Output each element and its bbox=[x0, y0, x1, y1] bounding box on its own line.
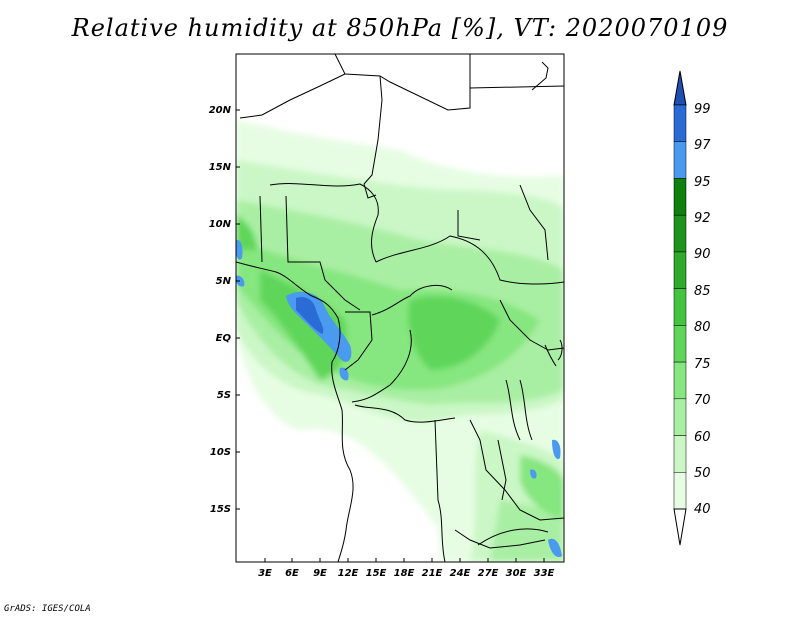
colorbar-label: 75 bbox=[694, 357, 711, 372]
map-frame bbox=[235, 53, 565, 563]
colorbar-segment bbox=[673, 251, 687, 289]
colorbar-segment bbox=[673, 214, 687, 253]
colorbar-segment bbox=[673, 361, 687, 400]
lat-tick-label: EQ bbox=[216, 333, 232, 344]
lon-tick-label: 18E bbox=[394, 568, 415, 579]
colorbar-upper-triangle bbox=[673, 70, 687, 106]
colorbar-lower-triangle bbox=[673, 508, 687, 546]
colorbar-segment bbox=[673, 178, 687, 216]
footer-credit: GrADS: IGES/COLA bbox=[4, 604, 91, 614]
lat-tick-label: 5S bbox=[217, 390, 231, 401]
colorbar: 99 97 95 92 90 85 80 75 70 60 50 40 bbox=[673, 70, 711, 546]
humidity-field bbox=[236, 54, 564, 562]
colorbar-label: 85 bbox=[694, 284, 711, 299]
lon-tick-label: 30E bbox=[506, 568, 527, 579]
colorbar-segment bbox=[673, 398, 687, 436]
lon-tick-label: 24E bbox=[450, 568, 471, 579]
colorbar-label: 80 bbox=[694, 320, 711, 335]
colorbar-label: 40 bbox=[694, 502, 711, 517]
colorbar-segment bbox=[673, 325, 687, 363]
lon-tick-label: 3E bbox=[258, 568, 272, 579]
colorbar-label: 97 bbox=[694, 138, 711, 153]
lat-tick-label: 10N bbox=[209, 219, 232, 230]
colorbar-label: 90 bbox=[694, 247, 711, 262]
lon-tick-label: 15E bbox=[366, 568, 387, 579]
country-borders bbox=[236, 54, 564, 562]
lon-tick-label: 21E bbox=[422, 568, 443, 579]
colorbar-segment bbox=[673, 141, 687, 179]
colorbar-label: 60 bbox=[694, 430, 711, 445]
lon-tick-label: 27E bbox=[478, 568, 499, 579]
lat-axis: 20N 15N 10N 5N EQ 5S 10S 15S bbox=[209, 105, 240, 515]
lon-tick-label: 33E bbox=[534, 568, 555, 579]
colorbar-segment bbox=[673, 288, 687, 326]
chart-title: Relative humidity at 850hPa [%], VT: 202… bbox=[71, 14, 729, 42]
colorbar-segment bbox=[673, 472, 687, 510]
lat-tick-label: 15S bbox=[210, 504, 231, 515]
colorbar-label: 70 bbox=[694, 393, 711, 408]
lat-tick-label: 15N bbox=[209, 162, 232, 173]
lat-tick-label: 10S bbox=[210, 447, 231, 458]
lon-tick-label: 9E bbox=[313, 568, 327, 579]
lat-tick-label: 5N bbox=[216, 276, 232, 287]
colorbar-label: 99 bbox=[694, 102, 711, 117]
lon-tick-label: 12E bbox=[338, 568, 359, 579]
lon-axis: 3E 6E 9E 12E 15E 18E 21E 24E 27E 30E 33E bbox=[258, 558, 555, 579]
lon-tick-label: 6E bbox=[285, 568, 299, 579]
colorbar-label: 50 bbox=[694, 466, 711, 481]
lat-tick-label: 20N bbox=[209, 105, 232, 116]
colorbar-segment bbox=[673, 435, 687, 473]
colorbar-label: 92 bbox=[694, 211, 711, 226]
colorbar-segment bbox=[673, 104, 687, 142]
colorbar-label: 95 bbox=[694, 175, 711, 190]
